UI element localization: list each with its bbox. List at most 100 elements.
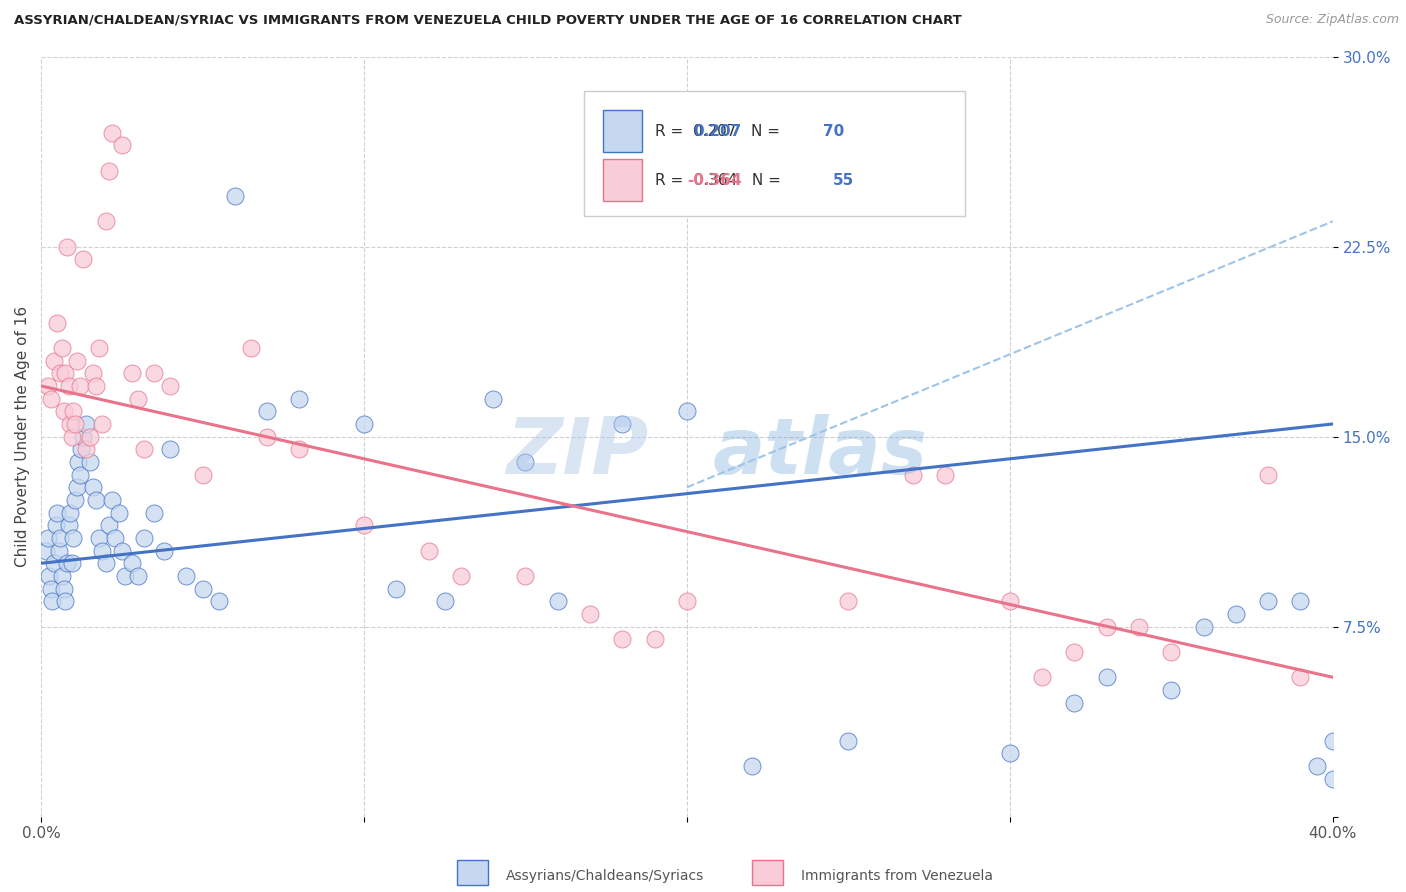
Point: [79, 430, 101, 444]
Point: [240, 341, 263, 355]
Point: [418, 543, 440, 558]
Point: [159, 379, 181, 393]
Point: [256, 430, 278, 444]
Point: [52, 582, 75, 596]
Point: [94, 556, 117, 570]
Text: Source: ZipAtlas.com: Source: ZipAtlas.com: [1265, 13, 1399, 27]
Point: [39, 582, 62, 596]
Point: [901, 467, 924, 482]
Point: [51, 341, 73, 355]
Point: [42, 353, 65, 368]
Point: [60, 430, 83, 444]
Point: [89, 341, 111, 355]
Point: [53, 367, 76, 381]
Point: [482, 392, 505, 406]
Point: [52, 404, 75, 418]
Point: [107, 506, 129, 520]
Point: [998, 594, 1021, 608]
Point: [433, 594, 456, 608]
Text: -0.364: -0.364: [688, 173, 741, 188]
Point: [1095, 619, 1118, 633]
Point: [644, 632, 666, 647]
Point: [1257, 467, 1279, 482]
Point: [224, 189, 246, 203]
Point: [1128, 619, 1150, 633]
Point: [51, 569, 73, 583]
Point: [38, 569, 60, 583]
Point: [101, 126, 124, 140]
Point: [66, 353, 89, 368]
Text: 0.207: 0.207: [693, 124, 741, 138]
Text: Immigrants from Venezuela: Immigrants from Venezuela: [801, 870, 994, 883]
Text: atlas: atlas: [713, 414, 928, 490]
Point: [288, 392, 311, 406]
Point: [63, 492, 86, 507]
Point: [353, 518, 375, 533]
Point: [91, 417, 114, 431]
Point: [111, 543, 134, 558]
Point: [46, 316, 69, 330]
Point: [134, 531, 156, 545]
Point: [67, 455, 90, 469]
Point: [94, 214, 117, 228]
Point: [84, 379, 107, 393]
Point: [191, 467, 214, 482]
Point: [191, 582, 214, 596]
Text: ASSYRIAN/CHALDEAN/SYRIAC VS IMMIGRANTS FROM VENEZUELA CHILD POVERTY UNDER THE AG: ASSYRIAN/CHALDEAN/SYRIAC VS IMMIGRANTS F…: [14, 13, 962, 27]
Point: [70, 442, 93, 457]
Point: [1160, 645, 1182, 659]
Point: [121, 556, 143, 570]
Point: [91, 543, 114, 558]
Point: [837, 733, 859, 747]
Point: [676, 594, 699, 608]
Point: [75, 442, 97, 457]
Point: [72, 430, 94, 444]
Point: [53, 594, 76, 608]
Point: [69, 379, 91, 393]
Point: [515, 455, 537, 469]
Point: [1322, 772, 1344, 786]
Point: [579, 607, 602, 621]
Point: [114, 569, 136, 583]
Point: [1031, 670, 1053, 684]
Text: R = -0.364   N =: R = -0.364 N =: [655, 173, 786, 188]
Point: [79, 455, 101, 469]
Point: [42, 556, 65, 570]
Point: [49, 367, 72, 381]
Point: [37, 531, 59, 545]
Point: [56, 240, 79, 254]
FancyBboxPatch shape: [583, 91, 965, 216]
Point: [82, 367, 104, 381]
Point: [1063, 645, 1085, 659]
Text: Assyrians/Chaldeans/Syriacs: Assyrians/Chaldeans/Syriacs: [506, 870, 704, 883]
FancyBboxPatch shape: [603, 110, 641, 152]
Point: [56, 556, 79, 570]
Point: [60, 556, 83, 570]
Text: R =  0.207   N =: R = 0.207 N =: [655, 124, 785, 138]
Text: 55: 55: [832, 173, 855, 188]
Point: [49, 531, 72, 545]
Point: [97, 163, 120, 178]
Point: [1095, 670, 1118, 684]
Point: [547, 594, 569, 608]
Point: [62, 404, 84, 418]
Point: [1063, 696, 1085, 710]
Point: [741, 759, 763, 773]
Point: [176, 569, 198, 583]
Point: [59, 417, 82, 431]
Point: [1289, 670, 1312, 684]
Point: [1289, 594, 1312, 608]
Point: [143, 506, 166, 520]
Point: [612, 417, 634, 431]
Point: [1257, 594, 1279, 608]
Point: [58, 379, 80, 393]
Point: [58, 518, 80, 533]
Text: 70: 70: [823, 124, 844, 138]
Point: [256, 404, 278, 418]
Point: [39, 392, 62, 406]
Point: [48, 543, 70, 558]
Point: [1225, 607, 1247, 621]
Point: [934, 467, 956, 482]
Point: [41, 594, 63, 608]
Point: [62, 531, 84, 545]
